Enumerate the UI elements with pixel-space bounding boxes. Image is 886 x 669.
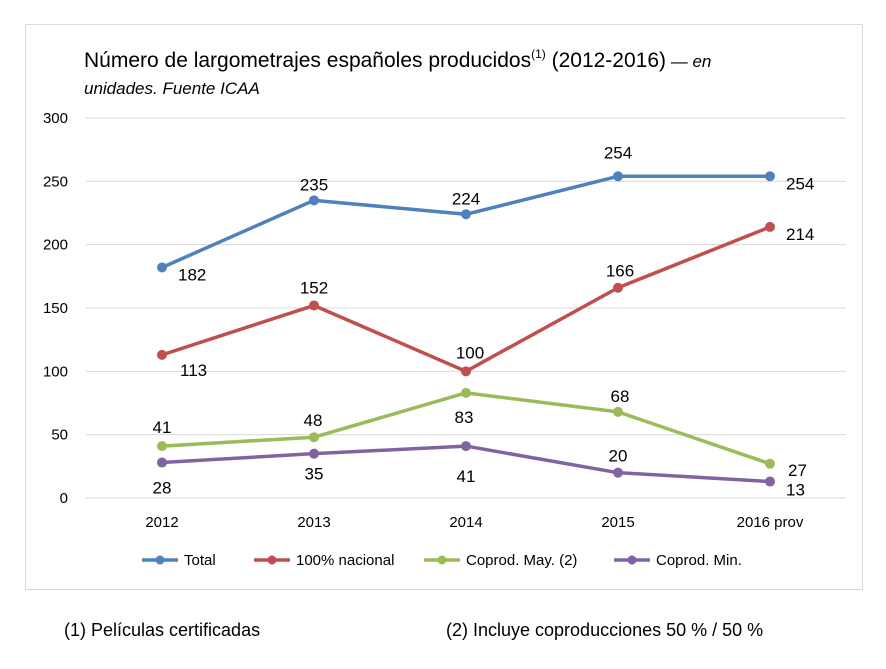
footnote-2: (2) Incluye coproducciones 50 % / 50 % bbox=[446, 620, 764, 640]
data-label: 182 bbox=[178, 265, 206, 284]
title-range: (2012-2016) bbox=[545, 49, 667, 72]
y-tick-label: 150 bbox=[43, 300, 68, 317]
series-line bbox=[161, 391, 771, 466]
x-tick-label: 2016 prov bbox=[737, 514, 804, 531]
data-label: 28 bbox=[153, 479, 172, 498]
data-point bbox=[461, 441, 471, 452]
legend-marker bbox=[267, 555, 277, 565]
data-point bbox=[309, 195, 319, 206]
data-point bbox=[461, 366, 471, 377]
legend-marker bbox=[155, 555, 165, 565]
data-label: 20 bbox=[609, 447, 628, 466]
data-point bbox=[309, 300, 319, 311]
title-main: Número de largometrajes españoles produc… bbox=[84, 49, 532, 72]
data-label: 214 bbox=[786, 225, 814, 244]
data-point bbox=[765, 476, 775, 487]
data-label: 254 bbox=[786, 174, 814, 193]
y-tick-label: 200 bbox=[43, 237, 68, 254]
data-point bbox=[157, 441, 167, 452]
data-label: 100 bbox=[456, 343, 484, 362]
legend-marker bbox=[437, 555, 447, 565]
data-point bbox=[157, 457, 167, 468]
data-point bbox=[613, 467, 623, 478]
data-point bbox=[309, 432, 319, 443]
data-label: 41 bbox=[457, 467, 476, 486]
title-note-b: unidades. Fuente ICAA bbox=[84, 79, 260, 98]
data-point bbox=[613, 171, 623, 182]
y-tick-label: 250 bbox=[43, 173, 68, 190]
data-point bbox=[765, 458, 775, 469]
legend-label: Total bbox=[184, 552, 216, 569]
data-label: 254 bbox=[604, 143, 632, 162]
data-point bbox=[613, 282, 623, 293]
x-tick-label: 2013 bbox=[297, 514, 330, 531]
data-point bbox=[765, 171, 775, 182]
data-point bbox=[157, 349, 167, 360]
y-tick-label: 0 bbox=[60, 490, 68, 507]
y-tick-label: 50 bbox=[51, 427, 68, 444]
title-dash: — bbox=[666, 52, 693, 71]
data-label: 235 bbox=[300, 175, 328, 194]
legend-marker bbox=[627, 555, 637, 565]
data-label: 27 bbox=[788, 461, 807, 480]
data-label: 152 bbox=[300, 278, 328, 297]
title-footnote-mark: (1) bbox=[531, 47, 546, 61]
title-note-a: en bbox=[692, 52, 712, 71]
y-tick-label: 100 bbox=[43, 363, 68, 380]
data-label: 48 bbox=[304, 411, 323, 430]
legend-label: 100% nacional bbox=[296, 552, 394, 569]
data-label: 68 bbox=[611, 387, 630, 406]
data-point bbox=[461, 209, 471, 220]
data-point bbox=[309, 448, 319, 459]
data-point bbox=[613, 406, 623, 417]
data-label: 166 bbox=[606, 262, 634, 281]
x-tick-label: 2015 bbox=[601, 514, 634, 531]
footnote-1: (1) Películas certificadas bbox=[64, 620, 261, 640]
data-label: 41 bbox=[153, 418, 172, 437]
data-label: 35 bbox=[305, 465, 324, 484]
legend-label: Coprod. Min. bbox=[656, 552, 742, 569]
x-tick-label: 2014 bbox=[449, 514, 482, 531]
x-tick-label: 2012 bbox=[145, 514, 178, 531]
data-label: 83 bbox=[455, 408, 474, 427]
data-point bbox=[765, 221, 775, 232]
data-label: 13 bbox=[786, 481, 805, 500]
legend-label: Coprod. May. (2) bbox=[466, 552, 577, 569]
chart-title: Número de largometrajes españoles produc… bbox=[84, 48, 784, 102]
data-point bbox=[157, 262, 167, 273]
data-point bbox=[461, 387, 471, 398]
data-label: 113 bbox=[180, 361, 207, 380]
y-tick-label: 300 bbox=[43, 110, 68, 127]
data-label: 224 bbox=[452, 189, 480, 208]
